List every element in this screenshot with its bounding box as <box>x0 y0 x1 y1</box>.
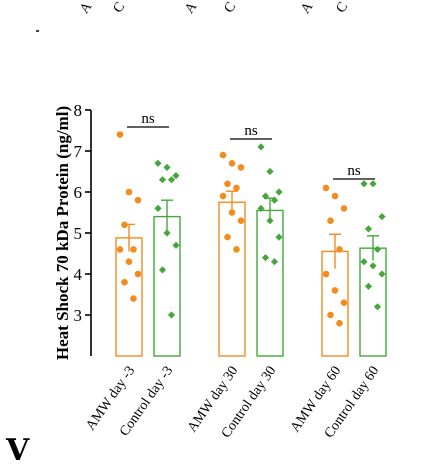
data-point <box>134 270 142 278</box>
data-point <box>116 246 124 253</box>
data-point <box>378 270 386 278</box>
data-point <box>327 217 334 224</box>
data-point <box>257 204 265 212</box>
comparison-label: ns <box>141 111 155 127</box>
data-point <box>116 131 124 138</box>
data-point <box>340 299 348 307</box>
y-tick-label: 6 <box>74 183 83 202</box>
data-point <box>360 180 368 188</box>
data-point <box>163 163 171 171</box>
data-point <box>360 258 368 266</box>
bar <box>115 237 143 357</box>
data-point <box>154 159 162 167</box>
data-point <box>158 176 167 184</box>
top-cropped-label: A <box>298 0 317 17</box>
data-point <box>130 246 137 253</box>
data-point <box>364 282 373 290</box>
data-point <box>378 213 386 221</box>
panel-letter: V <box>6 433 30 468</box>
bar <box>218 201 246 357</box>
data-point <box>327 311 334 319</box>
data-point <box>130 295 137 302</box>
top-cropped-label: A <box>77 0 96 17</box>
data-point <box>257 143 265 151</box>
data-point <box>219 151 227 159</box>
data-point <box>261 192 270 200</box>
y-axis-title: Heat Shock 70 kDa Protein (ng/ml) <box>53 106 72 360</box>
y-tick-label: 4 <box>74 265 83 284</box>
data-point <box>172 241 180 249</box>
data-point <box>336 246 343 253</box>
data-point <box>369 262 377 270</box>
data-point <box>373 245 382 253</box>
data-point <box>163 229 171 237</box>
data-point <box>270 258 279 266</box>
data-point <box>266 167 274 176</box>
data-point <box>340 205 348 212</box>
data-point <box>331 192 339 200</box>
data-point <box>266 217 274 225</box>
data-point <box>322 184 330 192</box>
y-tick-label: 8 <box>74 101 83 120</box>
data-point <box>228 160 236 167</box>
data-point <box>158 266 167 274</box>
data-point <box>261 254 270 262</box>
data-point <box>364 225 373 233</box>
data-point <box>233 184 240 192</box>
data-point <box>237 164 245 171</box>
y-tick-label: 7 <box>74 142 83 161</box>
data-point <box>167 176 176 184</box>
data-point <box>275 188 283 196</box>
data-point <box>373 303 382 311</box>
data-point <box>275 233 283 241</box>
data-point <box>172 172 180 180</box>
data-point <box>233 246 240 253</box>
bar <box>256 209 284 357</box>
data-point <box>121 221 128 229</box>
top-cropped-label: C <box>111 0 129 16</box>
bar <box>153 215 181 357</box>
comparison-label: ns <box>347 163 361 179</box>
top-cropped-label: C <box>334 0 352 16</box>
data-point <box>369 180 377 188</box>
stray-mark <box>36 30 39 32</box>
y-tick-label: 3 <box>74 306 83 325</box>
top-cropped-label: A <box>182 0 201 17</box>
data-point <box>121 278 128 286</box>
data-point <box>134 196 142 204</box>
data-point <box>219 192 227 200</box>
data-point <box>228 209 236 216</box>
data-point <box>224 180 231 188</box>
data-point <box>125 258 133 266</box>
data-point <box>125 188 133 196</box>
comparison-label: ns <box>244 123 258 139</box>
data-point <box>322 270 330 278</box>
y-tick-label: 5 <box>74 224 83 243</box>
data-point <box>154 204 162 212</box>
top-cropped-label: C <box>222 0 240 16</box>
data-point <box>167 311 176 319</box>
data-point <box>224 233 231 241</box>
data-point <box>237 217 245 224</box>
data-point <box>336 319 343 327</box>
data-point <box>331 287 339 294</box>
data-point <box>270 196 279 204</box>
